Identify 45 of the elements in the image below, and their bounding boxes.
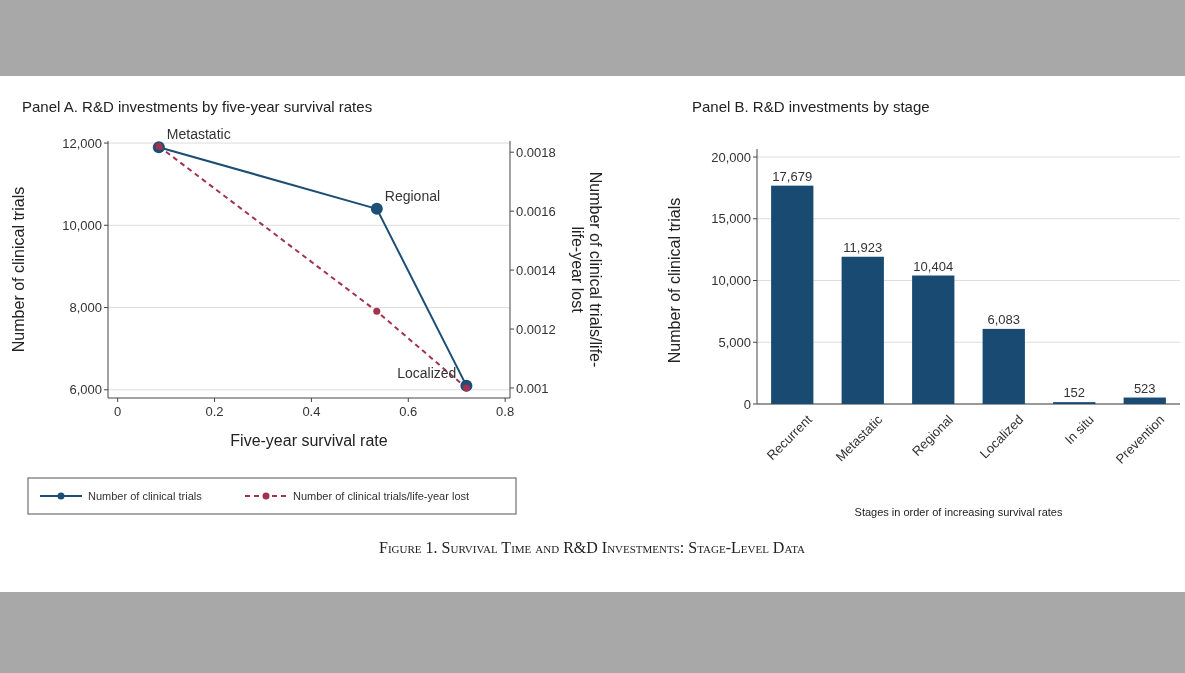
y2-tick-label: 0.0014 bbox=[516, 262, 556, 278]
y-tick-label: 20,000 bbox=[711, 149, 751, 165]
y2-tick-label: 0.0012 bbox=[516, 321, 556, 337]
bar bbox=[1123, 397, 1166, 404]
data-label: 17,679 bbox=[772, 168, 813, 184]
data-label: 11,923 bbox=[843, 239, 883, 255]
y2-tick-label: 0.001 bbox=[516, 380, 549, 396]
y-tick-label: 8,000 bbox=[69, 300, 102, 316]
point bbox=[370, 202, 383, 215]
data-label: 10,404 bbox=[913, 258, 954, 274]
y-tick-label: 12,000 bbox=[62, 135, 102, 151]
y2-tick-label: 0.0018 bbox=[516, 144, 556, 160]
point bbox=[373, 307, 381, 315]
legend-label: Number of clinical trials/life-year lost bbox=[293, 489, 470, 502]
y2-tick-label: 0.0016 bbox=[516, 203, 556, 219]
y-tick-label: 15,000 bbox=[711, 211, 751, 227]
y2-axis-title: Number of clinical trials/life-life-year lost bbox=[569, 171, 604, 368]
y-tick-label: 5,000 bbox=[718, 334, 751, 350]
annotation: Metastatic bbox=[166, 126, 231, 143]
legend-label: Number of clinical trials bbox=[88, 489, 203, 502]
y-axis-title: Number of clinical trials bbox=[666, 197, 683, 364]
y-axis-title: Number of clinical trials bbox=[10, 186, 27, 353]
x-axis-title: Five-year survival rate bbox=[230, 432, 388, 449]
x-tick-label: In situ bbox=[1061, 411, 1097, 448]
chart-title: Panel B. R&D investments by stage bbox=[692, 98, 930, 115]
annotation: Regional bbox=[384, 187, 441, 204]
x-tick-label: 0.8 bbox=[496, 404, 515, 419]
x-tick-label: 0.4 bbox=[302, 404, 321, 419]
bar bbox=[982, 328, 1025, 404]
data-label: 152 bbox=[1063, 385, 1086, 401]
x-axis-title: Stages in order of increasing survival rates bbox=[854, 506, 1063, 518]
x-tick-label: 0.6 bbox=[399, 404, 418, 419]
caption: Figure 1. Survival Time and R&D Investments: Stage-Level Data bbox=[379, 539, 805, 556]
x-tick-label: 0.2 bbox=[205, 404, 224, 419]
bar bbox=[771, 185, 814, 404]
data-label: 523 bbox=[1133, 380, 1156, 396]
x-tick-label: 0 bbox=[114, 404, 122, 419]
y-tick-label: 6,000 bbox=[69, 382, 102, 398]
y-tick-label: 10,000 bbox=[711, 273, 751, 289]
data-label: 6,083 bbox=[987, 311, 1021, 327]
chart-title: Panel A. R&D investments by five-year survival rates bbox=[22, 98, 373, 115]
annotation: Localized bbox=[397, 364, 457, 381]
bar bbox=[841, 256, 884, 404]
y-tick-label: 10,000 bbox=[62, 217, 102, 233]
bar bbox=[912, 275, 955, 404]
